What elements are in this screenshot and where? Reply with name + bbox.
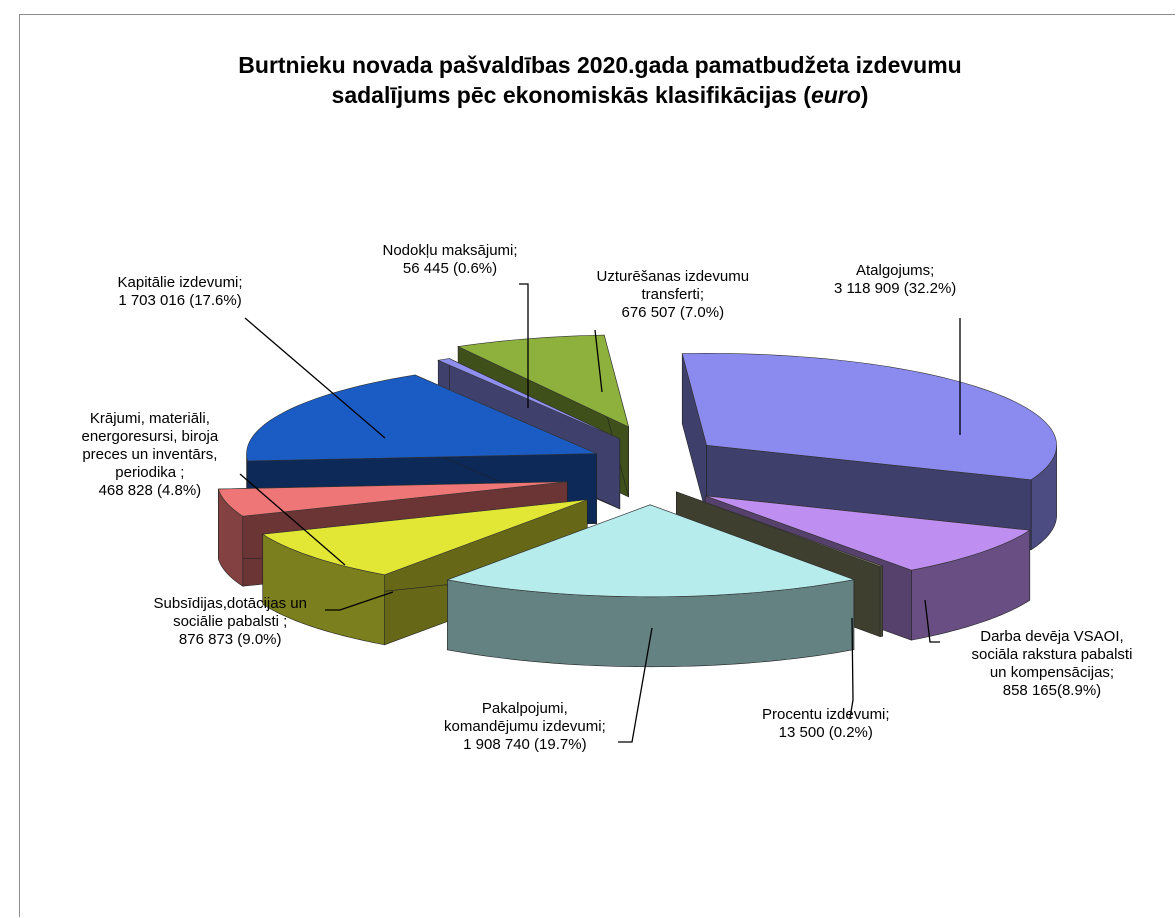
- leader-line-8: [594, 329, 603, 393]
- slice-label-5-line-0: Krājumi, materiāli,: [89, 410, 210, 427]
- leader-line-2: [849, 617, 854, 719]
- pie-slice-side-2: [879, 565, 883, 638]
- pie-slice-top-3: [446, 504, 856, 598]
- pie-slice-top-7: [437, 358, 620, 440]
- slice-label-0-line-1: 3 118 909 (32.2%): [834, 280, 957, 297]
- slice-label-3-line-1: komandējumu izdevumi;: [444, 718, 606, 735]
- leader-line-7: [519, 283, 529, 408]
- slice-label-8-line-0: Uzturēšanas izdevumu: [596, 268, 750, 285]
- slice-label-3-line-0: Pakalpojumi,: [481, 700, 568, 717]
- leader-line-6: [244, 317, 386, 439]
- slice-label-1-line-2: un kompensācijas;: [989, 664, 1115, 681]
- slice-label-3-line-2: 1 908 740 (19.7%): [463, 736, 587, 753]
- slice-label-4-line-2: 876 873 (9.0%): [178, 631, 282, 648]
- pie-slice-top-4: [261, 499, 588, 576]
- slice-label-5-line-4: 468 828 (4.8%): [98, 482, 202, 499]
- leader-line-1: [924, 599, 940, 643]
- leader-line-4: [325, 591, 394, 611]
- slice-label-6-line-1: 1 703 016 (17.6%): [118, 292, 242, 309]
- slice-label-4-line-0: Subsīdijas,dotācijas un: [153, 595, 307, 612]
- slice-label-5-line-2: preces un inventārs,: [82, 446, 218, 463]
- slice-label-8-line-1: transferti;: [641, 286, 705, 303]
- slice-label-3: Pakalpojumi, komandējumu izdevumi; 1 908 7…: [444, 700, 606, 754]
- slice-label-8-line-2: 676 507 (7.0%): [621, 304, 725, 321]
- pie-slice-top-2: [676, 491, 884, 567]
- chart-title: Burtnieku novada pašvaldības 2020.gada p…: [90, 50, 1110, 110]
- slice-label-4: Subsīdijas,dotācijas un sociālie pabalsti…: [154, 595, 307, 649]
- slice-label-2-line-1: 13 500 (0.2%): [778, 724, 873, 741]
- slice-label-7: Nodokļu maksājumi; 56 445 (0.6%): [383, 242, 518, 278]
- slice-label-2: Procentu izdevumi; 13 500 (0.2%): [762, 706, 890, 742]
- slice-label-7-line-1: 56 445 (0.6%): [402, 260, 498, 277]
- slice-label-7-line-0: Nodokļu maksājumi;: [382, 242, 518, 259]
- slice-label-0-line-0: Atalgojums;: [855, 262, 935, 279]
- slice-label-0: Atalgojums; 3 118 909 (32.2%): [834, 262, 956, 298]
- leader-line-3: [618, 627, 653, 743]
- chart-title-line2: sadalījums pēc ekonomiskās klasifikācija…: [331, 82, 811, 108]
- slice-label-1-line-0: Darba devēja VSAOI,: [980, 628, 1124, 645]
- pie-slice-top-5: [217, 481, 568, 517]
- chart-title-close: ): [860, 82, 869, 108]
- slice-label-1: Darba devēja VSAOI, sociāla rakstura paba…: [972, 628, 1133, 700]
- pie-slice-top-6: [246, 374, 597, 462]
- pie-slice-top-8: [457, 334, 630, 428]
- leader-line-5: [239, 473, 346, 566]
- slice-label-5: Krājumi, materiāli, energoresursi, biroja…: [82, 410, 219, 500]
- chart-title-italic: euro: [810, 82, 861, 108]
- chart-title-line1: Burtnieku novada pašvaldības 2020.gada p…: [238, 52, 962, 78]
- slice-label-1-line-1: sociāla rakstura pabalsti: [971, 646, 1133, 663]
- slice-label-4-line-1: sociālie pabalsti ;: [173, 613, 288, 630]
- slice-label-6: Kapitālie izdevumi; 1 703 016 (17.6%): [118, 274, 243, 310]
- slice-label-5-line-1: energoresursi, biroja: [81, 428, 219, 445]
- slice-label-2-line-0: Procentu izdevumi;: [762, 706, 890, 723]
- slice-label-8: Uzturēšanas izdevumu transferti; 676 507 (…: [597, 268, 750, 322]
- slice-label-6-line-0: Kapitālie izdevumi;: [117, 274, 243, 291]
- slice-label-5-line-3: periodika ;: [115, 464, 185, 481]
- pie-slice-top-0: [681, 353, 1057, 481]
- pie-slice-3: [446, 504, 856, 668]
- slice-label-1-line-3: 858 165(8.9%): [1002, 682, 1102, 699]
- pie-slice-top-1: [705, 495, 1031, 571]
